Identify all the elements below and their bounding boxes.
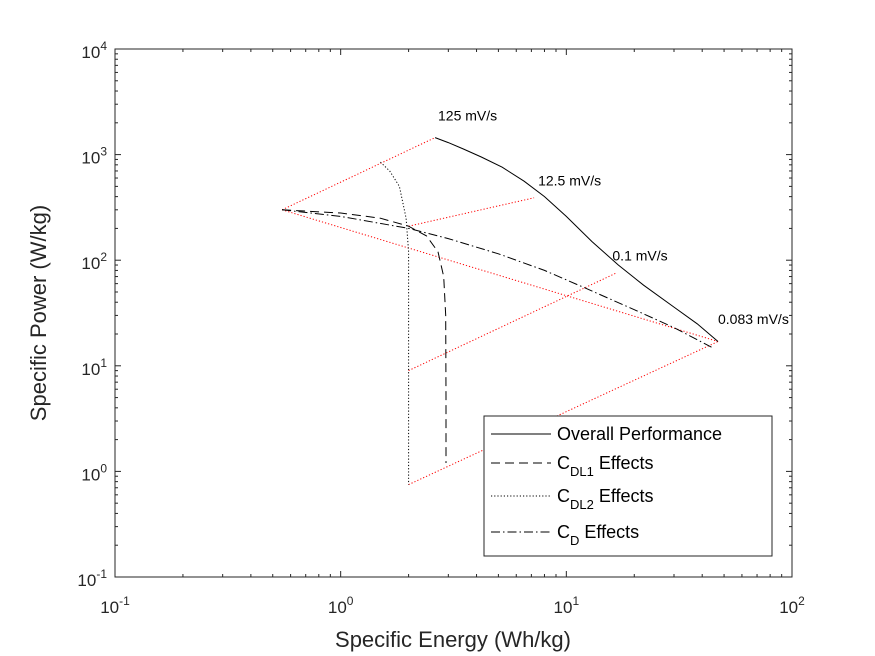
series-group — [282, 137, 719, 485]
y-tick-label-4: 103 — [81, 145, 107, 168]
annotations: 125 mV/s 12.5 mV/s 0.1 mV/s 0.083 mV/s — [438, 108, 789, 327]
annotation-1: 12.5 mV/s — [538, 173, 601, 189]
x-axis: 10-1 100 101 102 — [100, 49, 805, 617]
legend-label-3: CD Effects — [557, 522, 639, 548]
y-tick-label-2: 101 — [81, 356, 107, 379]
x-tick-label-0: 10-1 — [100, 594, 130, 617]
annotation-2: 0.1 mV/s — [612, 248, 667, 264]
legend-label-2: CDL2 Effects — [557, 486, 654, 512]
legend-label-1: CDL1 Effects — [557, 453, 654, 479]
x-tick-label-2: 101 — [554, 594, 580, 617]
y-axis-label: Specific Power (W/kg) — [26, 205, 51, 421]
y-tick-label-5: 104 — [81, 39, 107, 62]
legend-box — [483, 415, 773, 557]
series-line-1 — [282, 209, 447, 463]
legend: Overall Performance CDL1 Effects CDL2 Effe… — [483, 415, 773, 557]
x-axis-label: Specific Energy (Wh/kg) — [335, 627, 571, 652]
y-tick-label-3: 102 — [81, 250, 107, 273]
series-line-2 — [380, 161, 410, 485]
y-tick-label-1: 100 — [81, 461, 107, 484]
x-tick-label-1: 100 — [328, 594, 354, 617]
reference-lines — [281, 137, 719, 486]
annotation-3: 0.083 mV/s — [718, 311, 789, 327]
reference-line-1 — [281, 209, 719, 342]
y-axis: 10-1 100 101 102 103 104 — [77, 39, 792, 590]
legend-label-0: Overall Performance — [557, 424, 722, 444]
reference-line-0 — [281, 137, 436, 211]
annotation-0: 125 mV/s — [438, 108, 497, 124]
y-tick-label-0: 10-1 — [77, 567, 107, 590]
x-tick-label-3: 102 — [779, 594, 805, 617]
series-line-0 — [434, 137, 719, 342]
reference-line-2 — [408, 197, 535, 227]
reference-line-4 — [408, 341, 719, 486]
